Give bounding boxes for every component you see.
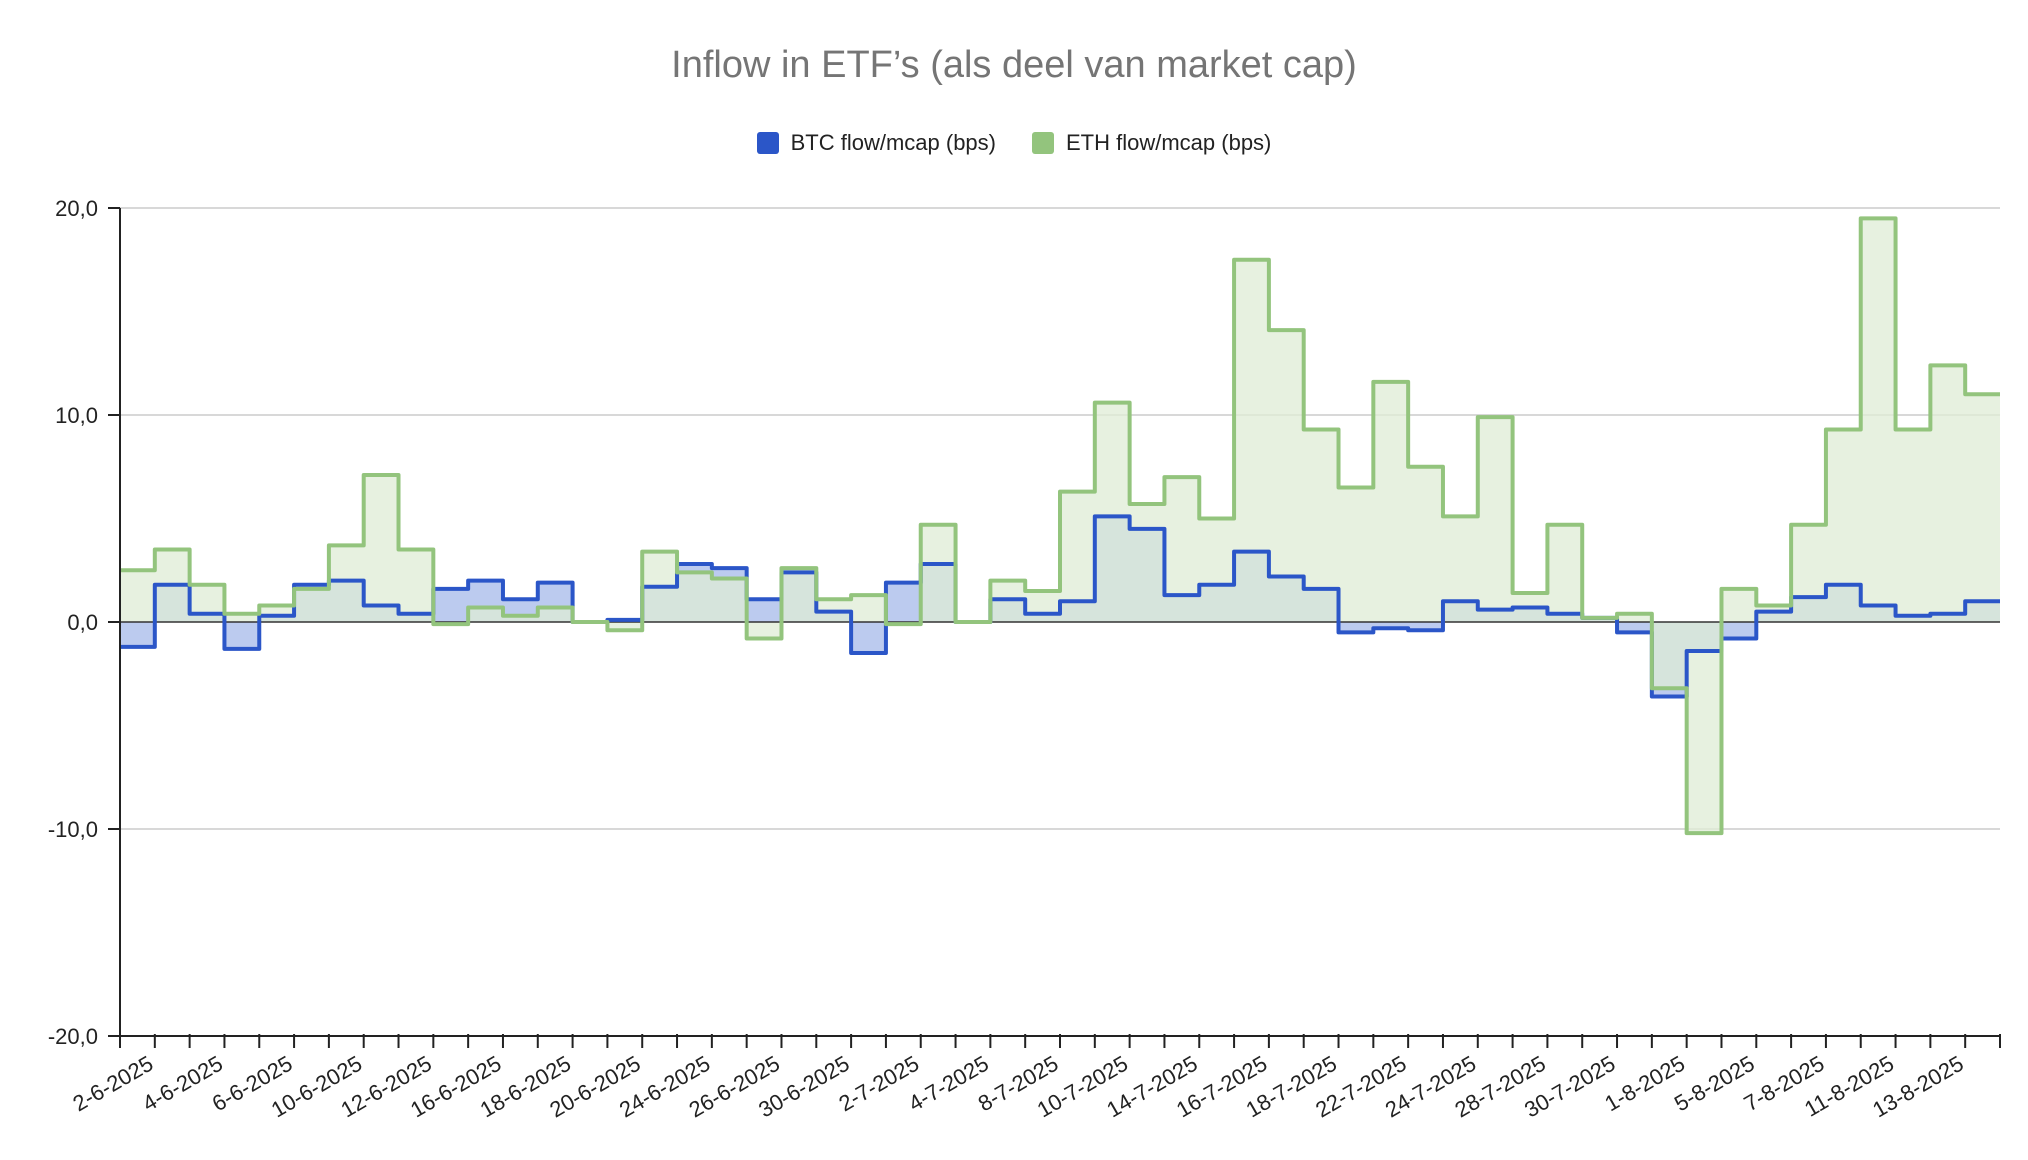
legend-item-eth[interactable]: ETH flow/mcap (bps)	[1032, 130, 1271, 156]
legend-label-eth: ETH flow/mcap (bps)	[1066, 130, 1272, 155]
legend-label-btc: BTC flow/mcap (bps)	[790, 130, 996, 155]
legend-swatch-eth	[1032, 132, 1054, 154]
legend-item-btc[interactable]: BTC flow/mcap (bps)	[756, 130, 996, 156]
legend: BTC flow/mcap (bps) ETH flow/mcap (bps)	[0, 130, 2028, 156]
y-tick-label: 20,0	[55, 196, 98, 221]
y-tick-label: -10,0	[48, 817, 98, 842]
legend-swatch-btc	[756, 132, 779, 154]
y-tick-label: 0,0	[67, 610, 98, 635]
y-tick-label: 10,0	[55, 403, 98, 428]
series-line-eth[interactable]	[120, 216, 2000, 836]
y-tick-label: -20,0	[48, 1024, 98, 1049]
chart-title: Inflow in ETF’s (als deel van market cap…	[671, 44, 1357, 86]
